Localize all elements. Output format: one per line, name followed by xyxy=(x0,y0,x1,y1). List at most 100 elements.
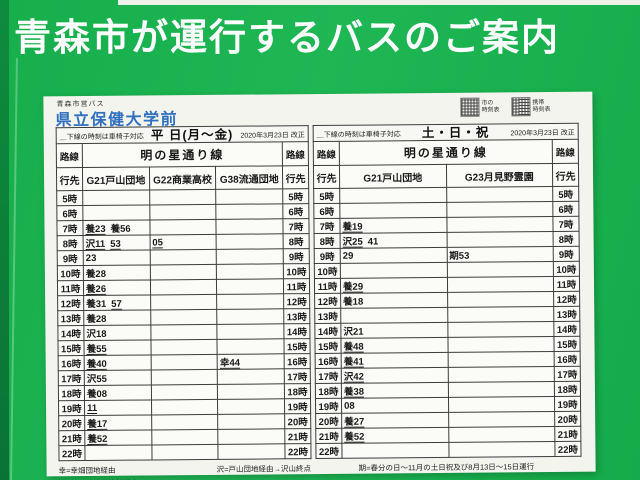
times-cell: 幸44 xyxy=(217,353,285,370)
times-cell: 05 xyxy=(149,234,217,250)
hour-label: 11時 xyxy=(314,278,341,294)
departure-time: 養55 xyxy=(86,343,107,356)
hour-label: 7時 xyxy=(313,218,341,234)
timetables: ＿下線の時刻は車椅子対応 平 日(月～金) 2020年3月23日 改正 路線 明の… xyxy=(55,122,582,462)
hour-label: 5時 xyxy=(282,188,309,204)
hour-label: 19時 xyxy=(58,400,85,416)
line-name: 明の星通り線 xyxy=(339,139,553,166)
times-cell: 沢25 41 xyxy=(340,232,447,249)
qr-code-web-icon xyxy=(460,97,480,117)
departure-time: 沢21 xyxy=(343,326,364,338)
hour-label: 16時 xyxy=(58,355,85,371)
hour-label: 18時 xyxy=(58,385,85,401)
legend: 幸=幸畑団地経由 沢=戸山団地経由→沢山終点 期=春分の日～11月の土日祝及び8… xyxy=(59,461,582,480)
departure-time: 養17 xyxy=(87,418,108,431)
departure-time: 養38 xyxy=(343,386,365,398)
times-cell: 養27 xyxy=(341,412,449,429)
departure-time: 11 xyxy=(87,402,98,414)
hour-label: 10時 xyxy=(57,265,84,281)
departure-time: 養52 xyxy=(87,433,108,446)
hour-label: 7時 xyxy=(282,218,310,234)
times-cell xyxy=(218,428,285,445)
times-cell xyxy=(216,203,283,220)
hour-label: 21時 xyxy=(315,428,342,444)
departure-time: 養27 xyxy=(344,416,365,428)
hour-label: 13時 xyxy=(553,306,580,322)
departure-time: 養23 xyxy=(85,223,106,236)
hour-label: 22時 xyxy=(58,445,86,461)
times-cell xyxy=(446,276,554,293)
departure-time: 幸44 xyxy=(219,357,241,369)
times-cell xyxy=(447,306,554,323)
hour-label: 20時 xyxy=(554,411,581,427)
qr-codes: 市の 時刻表 携帯 時刻表 xyxy=(460,97,551,117)
times-cell: 養40 xyxy=(84,354,151,371)
times-cell xyxy=(217,413,285,430)
hour-label: 16時 xyxy=(554,351,581,367)
holiday-table-section: ＿下線の時刻は車椅子対応 土・日・祝 2020年3月23日 改正 路線 明の星通り… xyxy=(312,122,582,460)
departure-time: 養08 xyxy=(86,388,108,401)
times-cell xyxy=(446,216,554,233)
times-cell xyxy=(150,294,218,310)
times-cell xyxy=(217,338,285,355)
dest-col-label: 行先 xyxy=(313,165,340,189)
times-cell: 養17 xyxy=(84,414,152,431)
hour-label: 10時 xyxy=(314,263,341,279)
times-cell: 沢11 53 xyxy=(83,234,150,251)
line-name: 明の星通り線 xyxy=(82,141,283,168)
times-cell xyxy=(149,204,217,220)
times-cell: 沢18 xyxy=(83,324,151,341)
times-cell xyxy=(84,444,152,461)
destination-header-row: 行先 G21戸山団地 G23月見野霊園 行先 xyxy=(313,163,579,189)
destination: G21戸山団地 xyxy=(339,164,447,189)
hour-label: 18時 xyxy=(315,383,342,399)
weekday-timetable: 路線 明の星通り線 路線 行先 G21戸山団地 G22商業高校 G38流通団地 行先 5時 5時 6… xyxy=(55,141,312,462)
times-cell: 期53 xyxy=(446,246,554,263)
legend-sachi: 幸=幸畑団地経由 xyxy=(58,465,116,476)
times-cell xyxy=(150,324,218,340)
departure-time: 沢18 xyxy=(86,328,107,341)
departure-time: 05 xyxy=(152,236,163,248)
hour-label: 5時 xyxy=(552,186,579,202)
departure-time: 沢25 xyxy=(342,236,363,248)
day-type-holiday: 土・日・祝 xyxy=(421,125,490,140)
departure-time: 養29 xyxy=(342,281,364,293)
hour-label: 21時 xyxy=(58,430,85,446)
times-cell xyxy=(150,309,218,325)
route-col-label: 路線 xyxy=(56,143,83,168)
hour-label: 12時 xyxy=(57,295,84,311)
hour-label: 14時 xyxy=(283,323,310,339)
times-cell: 養55 xyxy=(83,339,151,356)
hour-label: 15時 xyxy=(283,338,311,354)
hour-label: 15時 xyxy=(57,340,85,356)
qr-label-mobile: 携帯 時刻表 xyxy=(532,99,550,113)
hour-label: 13時 xyxy=(314,308,341,324)
destination: G23月見野霊園 xyxy=(445,163,553,188)
hour-label: 6時 xyxy=(282,203,309,219)
times-cell xyxy=(447,321,554,338)
departure-time: 23 xyxy=(85,252,97,264)
times-cell: 養28 xyxy=(83,309,151,326)
times-cell xyxy=(216,248,284,265)
times-cell xyxy=(447,366,555,383)
departure-time: 養40 xyxy=(86,358,107,371)
wheelchair-note: ＿下線の時刻は車椅子対応 xyxy=(316,131,401,140)
times-cell xyxy=(217,383,285,400)
hour-label: 5時 xyxy=(313,188,340,204)
departure-time: 養19 xyxy=(342,221,363,233)
times-cell: 養48 xyxy=(340,337,448,354)
times-cell: 養52 xyxy=(341,427,449,444)
times-cell: 11 xyxy=(84,399,152,416)
route-header-row: 路線 明の星通り線 路線 xyxy=(56,141,309,168)
dest-col-label: 行先 xyxy=(56,167,83,191)
timetable-poster: 青森市営バス 県立保健大学前 市の 時刻表 携帯 時刻表 ＿下 xyxy=(43,91,596,480)
times-cell: 08 xyxy=(341,397,449,414)
sign-left-edge xyxy=(0,0,9,480)
times-cell xyxy=(150,369,218,385)
times-cell xyxy=(150,354,218,370)
hour-label: 13時 xyxy=(57,310,84,326)
times-cell xyxy=(216,278,284,295)
times-cell xyxy=(151,414,219,430)
dest-col-label: 行先 xyxy=(552,163,579,187)
